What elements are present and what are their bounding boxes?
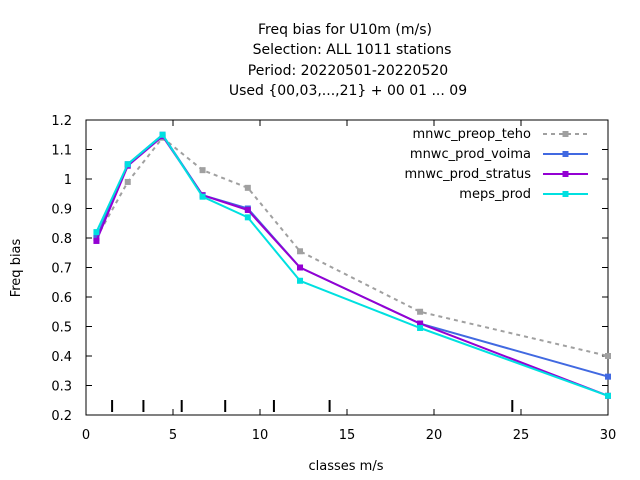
data-point (605, 373, 611, 380)
x-tick-label: 10 (252, 428, 269, 443)
data-point (297, 277, 304, 284)
y-tick-label: 0.4 (51, 350, 72, 365)
series-mnwc_prod_voima (93, 131, 611, 380)
data-point (93, 229, 100, 236)
series-line (95, 136, 609, 357)
series-meps_prod (93, 131, 611, 399)
y-tick-label: 0.2 (51, 409, 72, 424)
series (93, 131, 611, 399)
data-point (124, 161, 131, 168)
data-point (605, 392, 611, 399)
y-tick-label: 0.5 (51, 321, 72, 336)
data-point (297, 264, 304, 271)
data-point (297, 248, 304, 255)
series-line (95, 135, 609, 397)
title-line-3: Period: 20220501-20220520 (248, 63, 448, 79)
title-line-1: Freq bias for U10m (m/s) (258, 22, 432, 38)
data-point (417, 308, 424, 315)
title-line-2: Selection: ALL 1011 stations (253, 42, 452, 58)
series-mnwc_prod_stratus (93, 133, 611, 399)
chart-title: Freq bias for U10m (m/s) Selection: ALL … (229, 22, 467, 99)
y-axis-label: Freq bias (9, 238, 24, 297)
data-point (93, 237, 100, 244)
legend-marker (562, 151, 569, 157)
legend-marker (562, 171, 569, 177)
data-point (417, 320, 424, 327)
y-tick-label: 0.3 (51, 380, 72, 395)
legend-label: mnwc_preop_teho (413, 127, 532, 142)
legend-label: meps_prod (459, 187, 531, 202)
data-point (244, 214, 251, 221)
x-tick-label: 15 (339, 428, 356, 443)
y-tick-label: 0.8 (51, 232, 72, 247)
x-tick-label: 5 (169, 428, 177, 443)
series-line (95, 133, 609, 397)
x-tick-label: 20 (426, 428, 443, 443)
legend-label: mnwc_prod_voima (410, 147, 531, 162)
title-line-4: Used {00,03,...,21} + 00 01 ... 09 (229, 83, 467, 99)
data-point (605, 353, 611, 359)
series-line (95, 133, 609, 378)
data-point (124, 178, 131, 185)
x-axis-label: classes m/s (309, 459, 384, 474)
plot-frame (85, 119, 609, 416)
x-tick-label: 30 (600, 428, 617, 443)
series-mnwc_preop_teho (93, 134, 611, 359)
data-point (244, 206, 251, 213)
ticks: 0 5 10 15 20 25 30 0.2 0.3 0.4 0.5 0.6 0.7 0.8 0.9 1 1.1… (51, 114, 616, 443)
y-tick-label: 1 (64, 173, 72, 188)
x-tick-label: 25 (513, 428, 530, 443)
y-tick-label: 0.9 (51, 203, 72, 218)
axes (85, 119, 609, 416)
y-tick-label: 1.1 (51, 144, 72, 159)
data-point (199, 193, 206, 200)
data-point (199, 167, 206, 174)
data-point (244, 184, 251, 191)
y-tick-label: 0.7 (51, 262, 72, 277)
legend-marker (562, 191, 569, 197)
data-point (417, 324, 424, 331)
data-point (159, 131, 166, 138)
legend: mnwc_preop_teho mnwc_prod_voima mnwc_prod_… (405, 127, 588, 202)
legend-marker (562, 131, 569, 137)
y-tick-label: 0.6 (51, 291, 72, 306)
legend-label: mnwc_prod_stratus (405, 167, 532, 182)
class-boundary-markers (111, 400, 514, 412)
x-tick-label: 0 (82, 428, 90, 443)
y-tick-label: 1.2 (51, 114, 72, 129)
